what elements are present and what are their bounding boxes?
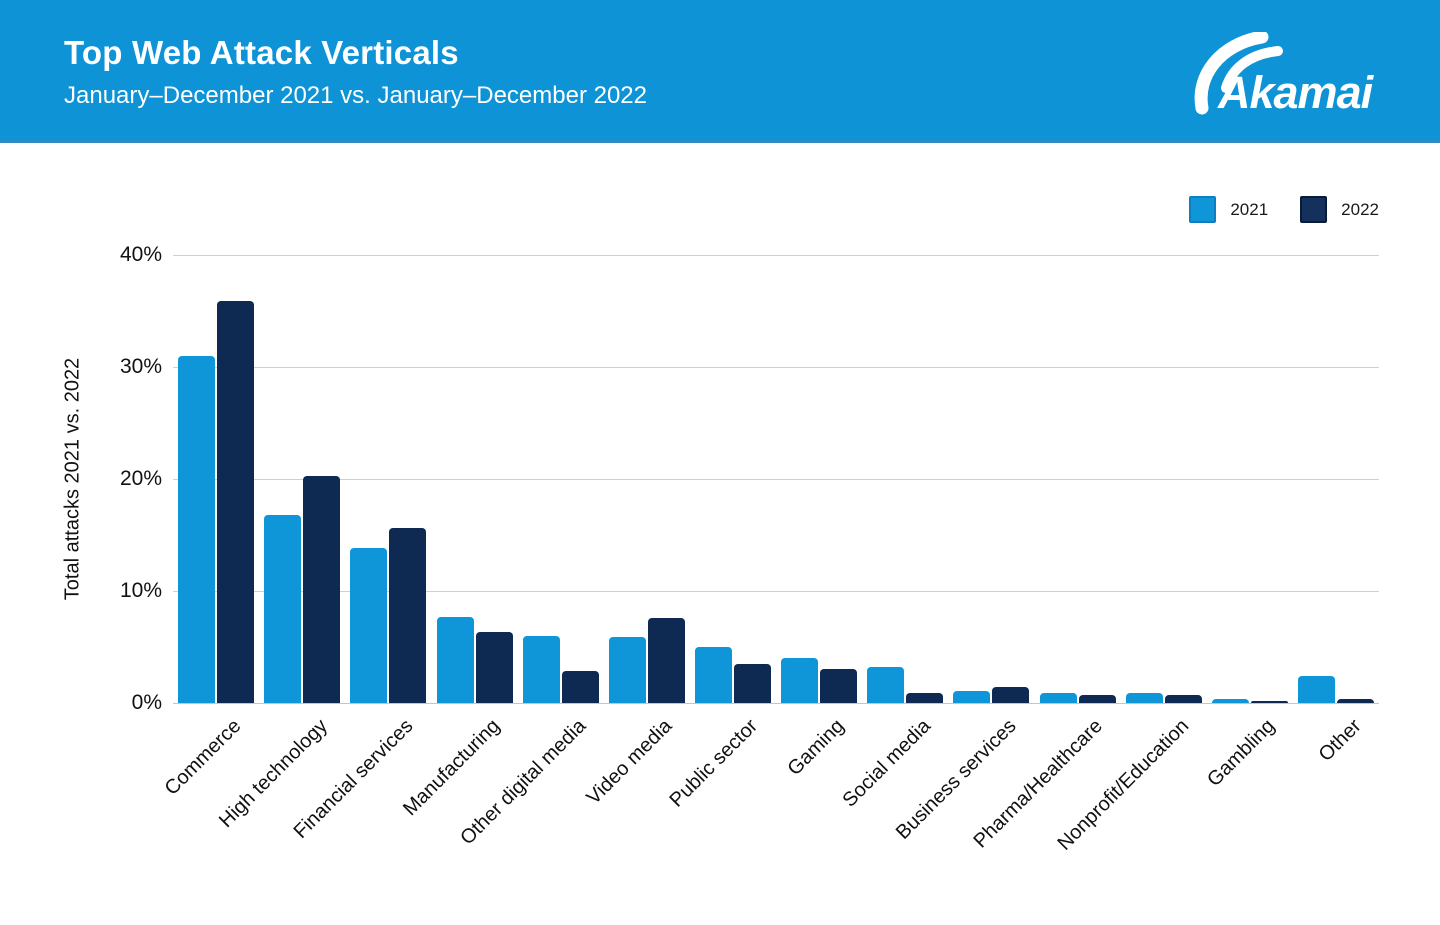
bar-2021-commerce [178,355,216,703]
y-tick-40pct: 40% [119,243,162,266]
x-label-public-sector: Public sector [665,715,763,812]
bar-2022-gaming [820,669,858,703]
bar-2022-gambling [1250,700,1288,703]
x-label-video-media: Video media [582,715,677,809]
akamai-wordmark: Akamai [1217,67,1375,117]
bar-2022-manufacturing [475,632,513,703]
gridline-0pct [173,703,1379,704]
legend-swatch-2021 [1189,196,1217,223]
bar-2022-high-technology [303,475,341,703]
bar-2022-commerce [217,300,255,703]
bar-2021-high-technology [264,514,302,703]
header-banner: Top Web Attack Verticals January–Decembe… [0,0,1440,143]
y-tick-0pct: 0% [131,691,162,714]
bar-2022-social-media [906,692,944,703]
bar-2021-business-services [953,690,991,703]
y-tick-30pct: 30% [119,355,162,378]
bar-2021-gaming [781,658,819,703]
bar-2021-pharma-healthcare [1039,692,1077,703]
x-label-gambling: Gambling [1203,715,1280,792]
legend-item-2022: 2022 [1300,196,1379,223]
legend-label-2021: 2021 [1230,199,1269,219]
bar-2021-manufacturing [436,616,474,703]
bar-2021-gambling [1211,699,1249,703]
bar-2021-other [1297,676,1335,703]
bar-2022-nonprofit-education [1164,695,1202,703]
bar-2022-public-sector [733,663,771,703]
y-tick-20pct: 20% [119,467,162,490]
bar-2021-nonprofit-education [1125,692,1163,703]
x-label-gaming: Gaming [783,715,849,781]
x-label-commerce: Commerce [160,715,246,800]
bar-2022-financial-services [389,528,427,703]
bar-chart-plot-area: Total attacks 2021 vs. 2022 0% 10% 20% 30% 4… [62,243,1379,855]
bar-2021-financial-services [350,548,388,703]
gridline-40pct [173,255,1379,256]
chart-legend: 2021 2022 [1189,196,1379,223]
bar-2021-video-media [608,636,646,703]
page-title: Top Web Attack Verticals [64,34,459,71]
bar-2022-other-digital-media [561,670,599,703]
y-tick-10pct: 10% [119,579,162,602]
bar-2022-other [1336,699,1374,703]
legend-swatch-2022 [1300,196,1328,223]
bar-2021-social-media [867,667,905,703]
bar-2021-public-sector [694,647,732,703]
akamai-swoosh-icon [1194,32,1283,115]
bar-2022-business-services [992,687,1030,703]
bar-2022-pharma-healthcare [1078,695,1116,703]
akamai-logo: Akamai [1194,32,1376,117]
legend-item-2021: 2021 [1189,196,1268,223]
gridline-20pct [173,479,1379,480]
bar-2022-video-media [647,617,685,703]
gridline-10pct [173,591,1379,592]
bar-2021-other-digital-media [522,635,560,703]
gridline-30pct [173,367,1379,368]
x-label-other: Other [1314,715,1366,766]
legend-label-2022: 2022 [1341,199,1379,219]
page-subtitle: January–December 2021 vs. January–Decemb… [64,82,647,109]
